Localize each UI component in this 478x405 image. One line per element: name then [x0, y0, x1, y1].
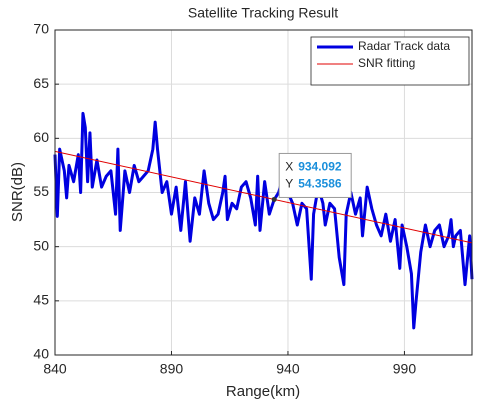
datatip-label: X [285, 160, 293, 174]
legend-label: SNR fitting [358, 56, 415, 70]
datatip-box [278, 152, 352, 198]
y-axis-label: SNR(dB) [9, 162, 26, 222]
x-tick-label: 840 [43, 361, 67, 377]
legend-box [310, 36, 470, 86]
chart-title: Satellite Tracking Result [188, 5, 338, 21]
datatip-value: 934.092 [298, 160, 342, 174]
legend-label: Radar Track data [358, 39, 450, 53]
datatip-value: 54.3586 [298, 177, 342, 191]
x-tick-label: 990 [393, 361, 417, 377]
datatip-label: Y [285, 177, 293, 191]
y-tick-label: 50 [33, 237, 49, 253]
data-line [54, 150, 473, 244]
axes-box [54, 29, 473, 356]
data-line [53, 111, 474, 330]
x-axis-label: Range(km) [226, 383, 300, 400]
x-tick-label: 940 [276, 361, 300, 377]
datatip-marker [271, 196, 277, 202]
y-tick-label: 45 [33, 292, 49, 308]
y-tick-label: 60 [33, 129, 49, 145]
x-tick-label: 890 [160, 361, 184, 377]
y-tick-label: 40 [33, 346, 49, 362]
y-tick-label: 70 [33, 21, 49, 37]
y-tick-label: 55 [33, 183, 49, 199]
y-tick-label: 65 [33, 75, 49, 91]
